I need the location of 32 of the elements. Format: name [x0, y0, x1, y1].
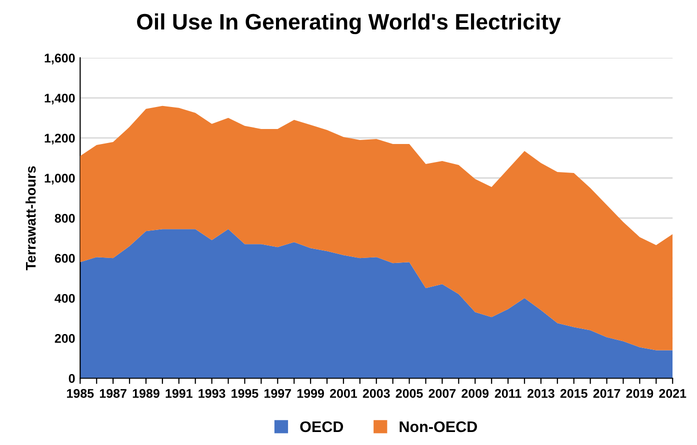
x-tick-label: 1995 — [232, 388, 258, 398]
x-tick-label: 1989 — [132, 388, 160, 398]
x-tick-label: 1999 — [297, 388, 324, 398]
y-tick-label: 1,400 — [44, 94, 75, 104]
x-tick-label: 1993 — [198, 388, 226, 398]
y-tick-label: 1,600 — [44, 54, 75, 64]
y-tick-label: 200 — [54, 334, 75, 343]
y-tick-label: 1,200 — [44, 134, 75, 144]
y-tick-label: 800 — [54, 214, 75, 223]
x-tick-label: 2017 — [593, 388, 620, 398]
legend-label: OECD — [300, 421, 344, 432]
x-tick-label: 1991 — [166, 388, 192, 398]
x-tick-label: 2001 — [330, 388, 358, 398]
legend-label: Non-OECD — [400, 421, 477, 432]
x-tick-label: 2009 — [462, 388, 489, 398]
x-tick-label: 2019 — [626, 388, 654, 398]
x-tick-label: 1987 — [100, 388, 126, 398]
x-tick-label: 2015 — [560, 388, 588, 398]
y-axis-title: Terrawatt-hours — [26, 166, 36, 270]
y-tick-label: 0 — [68, 374, 75, 383]
x-tick-label: 2013 — [527, 388, 554, 398]
x-tick-label: 2011 — [494, 388, 522, 398]
x-tick-label: 2003 — [362, 388, 390, 398]
x-tick-label: 2005 — [396, 388, 423, 398]
x-tick-label: 1997 — [264, 388, 291, 398]
x-tick-label: 1985 — [67, 388, 94, 398]
y-tick-label: 1,000 — [44, 174, 75, 184]
x-tick-label: 2007 — [428, 388, 456, 398]
chart-title: Oil Use In Generating World's Electricity — [137, 13, 561, 34]
y-tick-label: 400 — [54, 294, 75, 303]
y-tick-label: 600 — [54, 254, 75, 263]
x-tick-label: 2021 — [659, 388, 686, 398]
